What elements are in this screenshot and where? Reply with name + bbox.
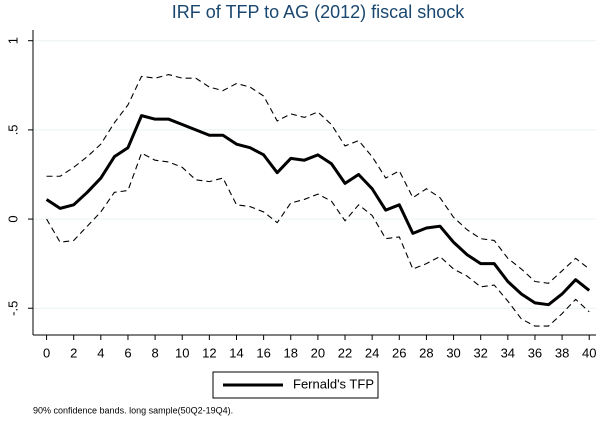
x-tick-label: 36 <box>528 345 542 360</box>
x-tick-label: 14 <box>229 345 243 360</box>
x-tick-label: 4 <box>97 345 104 360</box>
x-tick-label: 26 <box>392 345 406 360</box>
x-tick-label: 10 <box>175 345 189 360</box>
x-tick-label: 2 <box>70 345 77 360</box>
confidence-band <box>46 74 590 284</box>
x-tick-label: 32 <box>473 345 487 360</box>
y-tick-label: 1 <box>5 37 20 44</box>
x-tick-label: 6 <box>124 345 131 360</box>
x-tick-label: 22 <box>338 345 352 360</box>
x-tick-label: 30 <box>446 345 460 360</box>
x-tick-label: 0 <box>43 345 50 360</box>
x-tick-label: 18 <box>284 345 298 360</box>
y-tick-label: .5 <box>5 124 20 135</box>
legend-label: Fernald's TFP <box>293 376 374 391</box>
chart-title: IRF of TFP to AG (2012) fiscal shock <box>172 2 465 22</box>
line <box>45 114 591 307</box>
x-tick-label: 8 <box>151 345 158 360</box>
x-tick-label: 16 <box>256 345 270 360</box>
x-tick-label: 20 <box>311 345 325 360</box>
confidence-band <box>46 152 590 327</box>
x-tick-label: 38 <box>555 345 569 360</box>
y-tick-label: -.5 <box>5 301 20 316</box>
note: 90% confidence bands. long sample(50Q2-1… <box>33 405 233 415</box>
x-tick-label: 40 <box>582 345 596 360</box>
x-tick-label: 12 <box>202 345 216 360</box>
x-tick-label: 28 <box>419 345 433 360</box>
y-tick-label: 0 <box>5 215 20 222</box>
x-tick-label: 34 <box>501 345 515 360</box>
x-tick-label: 24 <box>365 345 379 360</box>
